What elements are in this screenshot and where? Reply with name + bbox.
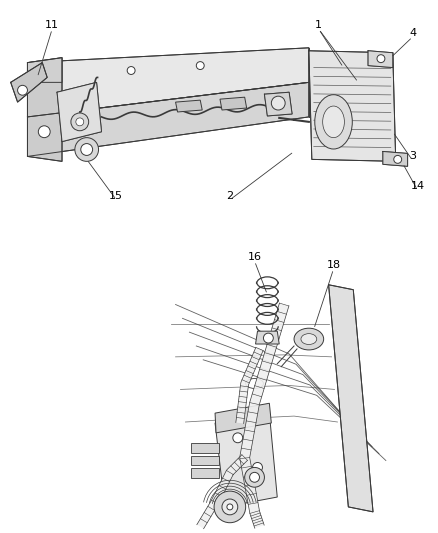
Text: 16: 16 (247, 252, 261, 262)
Circle shape (222, 499, 237, 515)
Polygon shape (11, 62, 47, 102)
Bar (191, 456, 219, 465)
Circle shape (376, 55, 384, 62)
Polygon shape (28, 48, 308, 117)
Polygon shape (239, 303, 288, 528)
Bar (191, 443, 219, 453)
Polygon shape (215, 413, 277, 507)
Circle shape (38, 126, 50, 138)
Ellipse shape (314, 95, 352, 149)
Circle shape (263, 333, 273, 343)
Bar (191, 469, 219, 478)
Polygon shape (235, 348, 262, 424)
Circle shape (196, 62, 204, 69)
Circle shape (71, 113, 88, 131)
Text: 2: 2 (226, 191, 233, 201)
Text: 1: 1 (314, 20, 321, 30)
Ellipse shape (293, 328, 323, 350)
Ellipse shape (322, 106, 344, 138)
Circle shape (271, 96, 285, 110)
Polygon shape (219, 97, 246, 110)
Polygon shape (175, 100, 202, 112)
Circle shape (226, 504, 232, 510)
Text: 18: 18 (326, 260, 340, 270)
Polygon shape (367, 51, 392, 68)
Text: 4: 4 (408, 28, 415, 38)
Polygon shape (215, 403, 271, 433)
Polygon shape (57, 83, 101, 142)
Polygon shape (255, 331, 279, 344)
Polygon shape (28, 83, 308, 156)
Polygon shape (28, 58, 62, 161)
Circle shape (244, 467, 264, 487)
Polygon shape (308, 51, 395, 161)
Circle shape (75, 138, 98, 161)
Circle shape (81, 143, 92, 156)
Ellipse shape (300, 334, 316, 344)
Text: 11: 11 (45, 20, 59, 30)
Circle shape (393, 156, 401, 163)
Circle shape (214, 491, 245, 523)
Ellipse shape (245, 378, 263, 389)
Circle shape (232, 433, 242, 443)
Text: 15: 15 (109, 191, 123, 201)
Circle shape (127, 67, 135, 75)
Circle shape (252, 463, 262, 472)
Polygon shape (28, 58, 62, 92)
Polygon shape (328, 285, 372, 512)
Polygon shape (382, 151, 406, 166)
Text: 14: 14 (410, 181, 424, 191)
Circle shape (249, 472, 259, 482)
Circle shape (18, 85, 28, 95)
Circle shape (76, 118, 84, 126)
Polygon shape (264, 92, 291, 116)
Polygon shape (196, 455, 247, 529)
Text: 3: 3 (408, 151, 415, 161)
